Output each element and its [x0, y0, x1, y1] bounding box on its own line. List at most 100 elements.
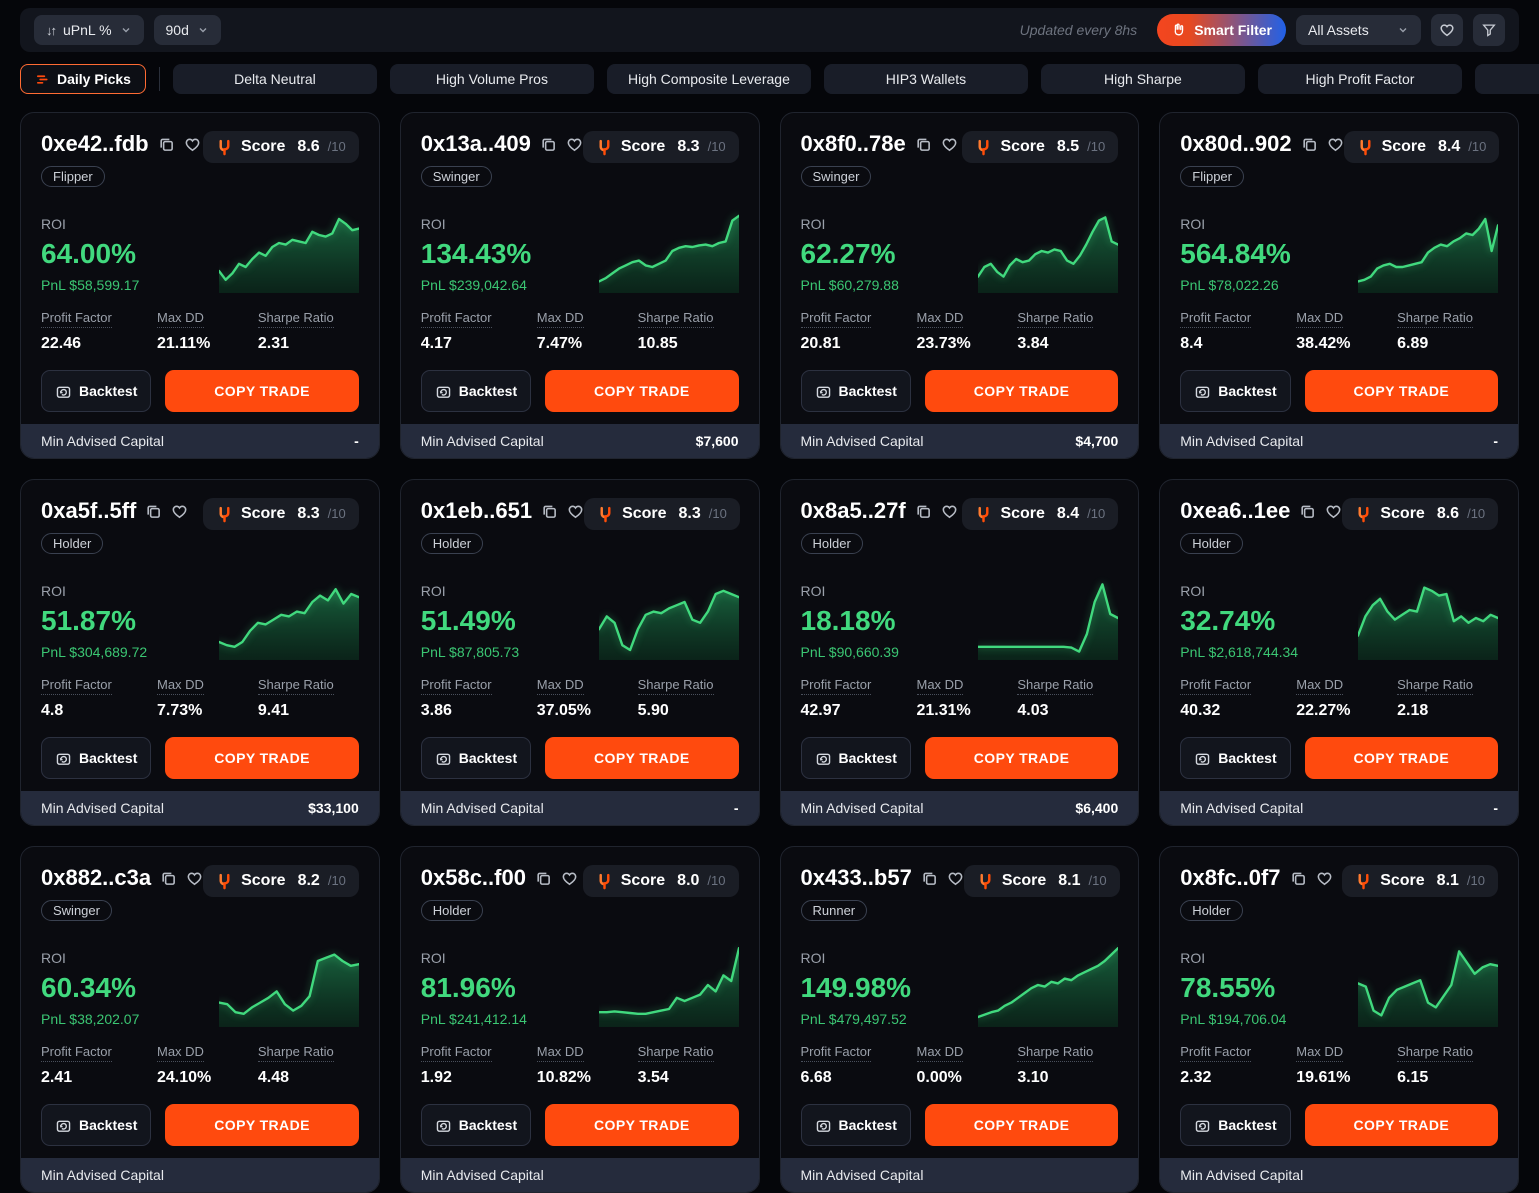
copy-trade-button[interactable]: COPY TRADE [924, 737, 1119, 779]
tab-hip3-wallets[interactable]: HIP3 Wallets [823, 64, 1028, 94]
favorite-heart-icon[interactable] [947, 870, 964, 887]
favorite-heart-icon[interactable] [1327, 136, 1344, 153]
profit-factor-label: Profit Factor [420, 310, 492, 328]
score-value: 8.1 [1436, 872, 1459, 889]
wallet-address[interactable]: 0x882..c3a [41, 865, 152, 890]
tab-partial[interactable] [1474, 64, 1539, 94]
favorite-heart-icon[interactable] [941, 136, 958, 153]
copy-address-icon[interactable] [145, 503, 162, 520]
tab-label: HIP3 Wallets [885, 71, 967, 87]
backtest-button[interactable]: Backtest [1180, 737, 1291, 779]
filter-button[interactable] [1473, 14, 1505, 46]
profit-factor-stat: Profit Factor 6.68 [800, 1043, 917, 1087]
favorite-heart-icon[interactable] [561, 870, 578, 887]
backtest-button[interactable]: Backtest [41, 737, 152, 779]
backtest-button[interactable]: Backtest [420, 370, 532, 412]
copy-trade-button[interactable]: COPY TRADE [165, 370, 359, 412]
assets-dropdown[interactable]: All Assets [1296, 15, 1421, 45]
wallet-address[interactable]: 0x58c..f00 [420, 865, 526, 890]
backtest-button[interactable]: Backtest [41, 370, 152, 412]
backtest-label: Backtest [838, 383, 897, 399]
stats-row: Profit Factor 42.97 Max DD 21.31% Sharpe… [800, 676, 1119, 720]
wallet-address[interactable]: 0x80d..902 [1180, 131, 1292, 156]
backtest-label: Backtest [79, 1117, 138, 1133]
copy-trade-button[interactable]: COPY TRADE [1304, 370, 1498, 412]
tab-daily-picks[interactable]: Daily Picks [20, 64, 146, 94]
copy-address-icon[interactable] [160, 870, 177, 887]
copy-address-icon[interactable] [535, 870, 552, 887]
card-header-left: 0x882..c3a Swinger [41, 865, 203, 921]
profit-factor-stat: Profit Factor 22.46 [41, 309, 157, 353]
tab-high-sharpe[interactable]: High Sharpe [1040, 64, 1245, 94]
period-dropdown[interactable]: 90d [153, 15, 221, 45]
backtest-button[interactable]: Backtest [1180, 1104, 1291, 1146]
copy-trade-button[interactable]: COPY TRADE [545, 370, 739, 412]
favorite-heart-icon[interactable] [566, 136, 583, 153]
backtest-button[interactable]: Backtest [1180, 370, 1291, 412]
backtest-button[interactable]: Backtest [420, 1104, 532, 1146]
roi-label: ROI [420, 583, 446, 599]
copy-address-icon[interactable] [1301, 136, 1318, 153]
wallet-address[interactable]: 0xea6..1ee [1180, 498, 1291, 523]
max-dd-value: 0.00% [916, 1069, 962, 1086]
copy-trade-button[interactable]: COPY TRADE [165, 1104, 359, 1146]
favorite-heart-icon[interactable] [186, 870, 203, 887]
tab-high-composite-leverage[interactable]: High Composite Leverage [606, 64, 811, 94]
backtest-button[interactable]: Backtest [41, 1104, 152, 1146]
copy-address-icon[interactable] [540, 136, 557, 153]
wallet-address[interactable]: 0xa5f..5ff [41, 498, 137, 523]
score-denominator: /10 [1087, 506, 1106, 521]
wallet-address[interactable]: 0x8f0..78e [800, 131, 906, 156]
wallet-address[interactable]: 0xe42..fdb [41, 131, 149, 156]
smart-filter-button[interactable]: Smart Filter [1157, 14, 1286, 46]
backtest-replay-icon [816, 386, 830, 398]
copy-address-icon[interactable] [541, 503, 558, 520]
tab-high-profit-factor[interactable]: High Profit Factor [1257, 64, 1462, 94]
copy-trade-button[interactable]: COPY TRADE [1304, 737, 1498, 779]
favorite-heart-icon[interactable] [567, 503, 584, 520]
score-denominator: /10 [708, 506, 727, 521]
wallet-address[interactable]: 0x8fc..0f7 [1180, 865, 1281, 890]
backtest-button[interactable]: Backtest [420, 737, 532, 779]
pnl-row: PnL $239,042.64 [421, 277, 532, 293]
copy-trade-button[interactable]: COPY TRADE [924, 370, 1119, 412]
wallet-address[interactable]: 0x1eb..651 [420, 498, 533, 523]
favorite-heart-icon[interactable] [1325, 503, 1342, 520]
profit-factor-value: 40.32 [1180, 702, 1221, 719]
favorite-heart-icon[interactable] [941, 503, 958, 520]
min-advised-capital-row: Min Advised Capital $7,600 [400, 424, 759, 458]
copy-address-icon[interactable] [915, 503, 932, 520]
copy-trade-button[interactable]: COPY TRADE [165, 737, 359, 779]
copy-trade-button[interactable]: COPY TRADE [924, 1104, 1119, 1146]
favorite-heart-icon[interactable] [184, 136, 201, 153]
copy-address-icon[interactable] [1299, 503, 1316, 520]
score-flame-icon [978, 506, 989, 522]
copy-address-icon[interactable] [921, 870, 938, 887]
backtest-button[interactable]: Backtest [800, 370, 911, 412]
favorites-button[interactable] [1431, 14, 1463, 46]
sharpe-ratio-value: 2.31 [257, 335, 290, 352]
copy-address-icon[interactable] [1290, 870, 1307, 887]
favorite-heart-icon[interactable] [1316, 870, 1333, 887]
copy-trade-button[interactable]: COPY TRADE [1304, 1104, 1498, 1146]
wallet-address[interactable]: 0x433..b57 [800, 865, 912, 890]
backtest-button[interactable]: Backtest [800, 1104, 911, 1146]
copy-address-icon[interactable] [158, 136, 175, 153]
roi-label: ROI [1180, 216, 1206, 232]
score-badge: Score 8.4/10 [962, 498, 1119, 530]
favorite-heart-icon[interactable] [171, 503, 188, 520]
tab-delta-neutral[interactable]: Delta Neutral [172, 64, 377, 94]
wallet-address[interactable]: 0x13a..409 [420, 131, 531, 156]
copy-trade-button[interactable]: COPY TRADE [545, 737, 739, 779]
card-header-left: 0xe42..fdb Flipper [41, 131, 201, 187]
backtest-button[interactable]: Backtest [800, 737, 911, 779]
roi-block: ROI 51.87% PnL $304,689.72 [41, 583, 147, 660]
wallet-address[interactable]: 0x8a5..27f [800, 498, 906, 523]
tab-high-volume-pros[interactable]: High Volume Pros [389, 64, 594, 94]
max-dd-value: 7.73% [157, 702, 203, 719]
copy-trade-button[interactable]: COPY TRADE [545, 1104, 739, 1146]
copy-address-icon[interactable] [915, 136, 932, 153]
card-header: 0x8a5..27f Holder Score 8.4/10 [800, 498, 1119, 554]
sort-dropdown[interactable]: ↓↑ uPnL % [34, 15, 144, 45]
profit-factor-label: Profit Factor [420, 677, 492, 695]
